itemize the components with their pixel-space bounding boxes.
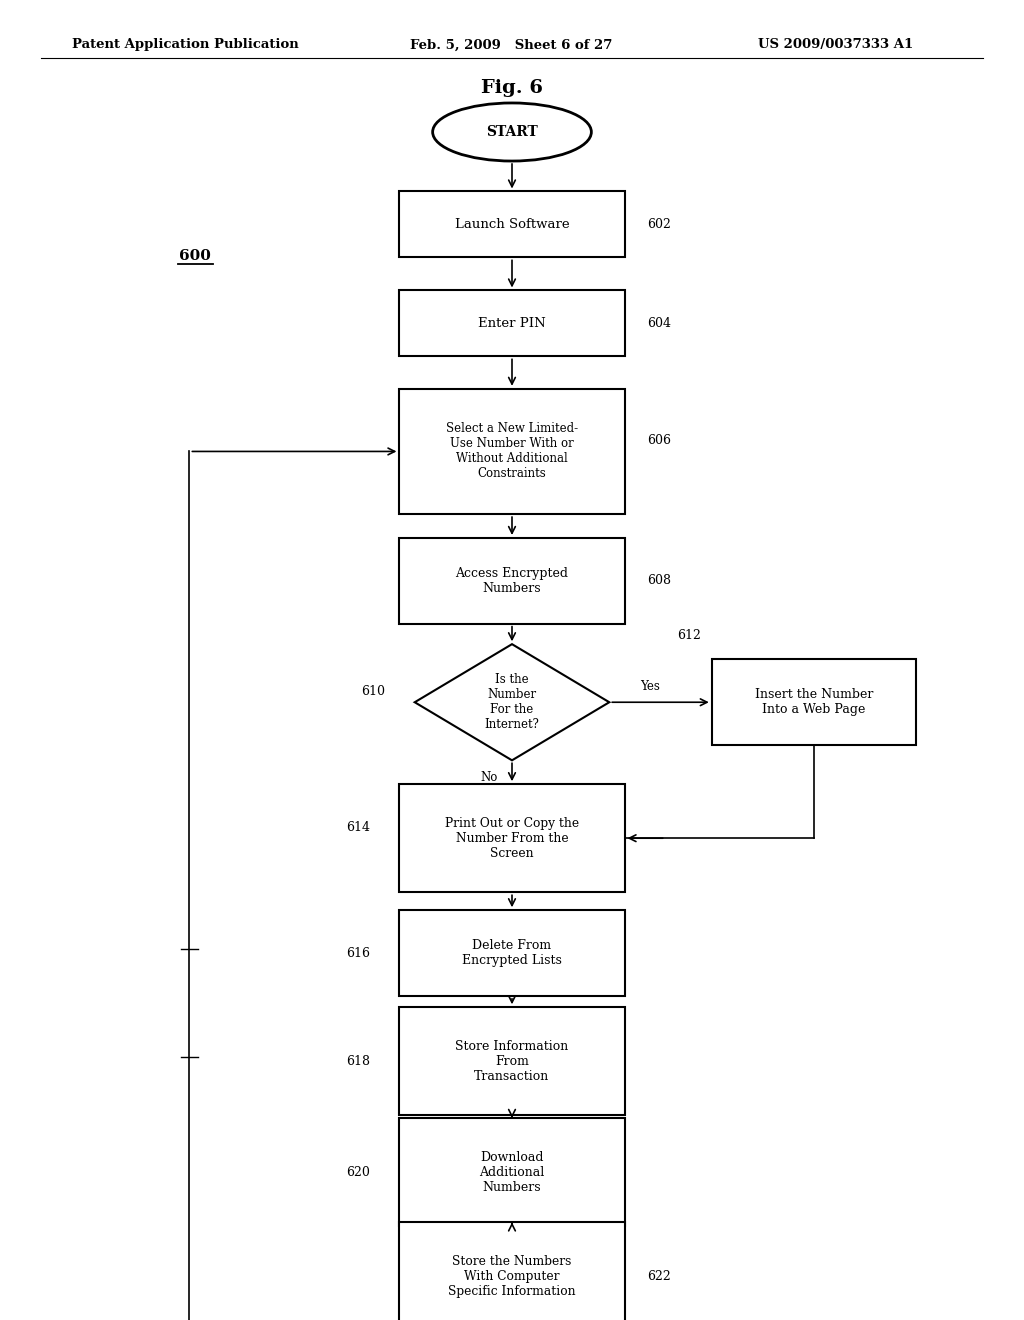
FancyBboxPatch shape bbox=[712, 660, 916, 744]
FancyBboxPatch shape bbox=[399, 784, 625, 892]
Text: 618: 618 bbox=[346, 1055, 370, 1068]
Text: Patent Application Publication: Patent Application Publication bbox=[72, 38, 298, 51]
Text: 608: 608 bbox=[647, 574, 671, 587]
Text: 612: 612 bbox=[678, 630, 701, 642]
Text: Download
Additional
Numbers: Download Additional Numbers bbox=[479, 1151, 545, 1193]
Text: 620: 620 bbox=[346, 1166, 370, 1179]
FancyBboxPatch shape bbox=[399, 290, 625, 356]
Text: Yes: Yes bbox=[640, 680, 660, 693]
FancyBboxPatch shape bbox=[399, 1118, 625, 1226]
Text: US 2009/0037333 A1: US 2009/0037333 A1 bbox=[758, 38, 913, 51]
Text: 610: 610 bbox=[361, 685, 385, 698]
Text: Select a New Limited-
Use Number With or
Without Additional
Constraints: Select a New Limited- Use Number With or… bbox=[445, 422, 579, 480]
Text: Store Information
From
Transaction: Store Information From Transaction bbox=[456, 1040, 568, 1082]
Text: Insert the Number
Into a Web Page: Insert the Number Into a Web Page bbox=[755, 688, 873, 717]
Text: Launch Software: Launch Software bbox=[455, 218, 569, 231]
Text: Feb. 5, 2009   Sheet 6 of 27: Feb. 5, 2009 Sheet 6 of 27 bbox=[410, 38, 612, 51]
Text: 606: 606 bbox=[647, 434, 671, 447]
Text: Is the
Number
For the
Internet?: Is the Number For the Internet? bbox=[484, 673, 540, 731]
FancyBboxPatch shape bbox=[399, 1007, 625, 1115]
Text: 614: 614 bbox=[346, 821, 370, 834]
FancyBboxPatch shape bbox=[399, 388, 625, 513]
FancyBboxPatch shape bbox=[399, 1222, 625, 1320]
FancyBboxPatch shape bbox=[399, 539, 625, 623]
FancyBboxPatch shape bbox=[399, 191, 625, 257]
Text: No: No bbox=[481, 771, 498, 784]
FancyBboxPatch shape bbox=[399, 911, 625, 995]
Text: 602: 602 bbox=[647, 218, 671, 231]
Text: Enter PIN: Enter PIN bbox=[478, 317, 546, 330]
Polygon shape bbox=[415, 644, 609, 760]
Text: 622: 622 bbox=[647, 1270, 671, 1283]
Text: Access Encrypted
Numbers: Access Encrypted Numbers bbox=[456, 566, 568, 595]
Ellipse shape bbox=[432, 103, 592, 161]
Text: 604: 604 bbox=[647, 317, 671, 330]
Text: Print Out or Copy the
Number From the
Screen: Print Out or Copy the Number From the Sc… bbox=[445, 817, 579, 859]
Text: Delete From
Encrypted Lists: Delete From Encrypted Lists bbox=[462, 939, 562, 968]
Text: Store the Numbers
With Computer
Specific Information: Store the Numbers With Computer Specific… bbox=[449, 1255, 575, 1298]
Text: 600: 600 bbox=[179, 249, 211, 263]
Text: START: START bbox=[486, 125, 538, 139]
Text: 616: 616 bbox=[346, 946, 370, 960]
Text: Fig. 6: Fig. 6 bbox=[481, 79, 543, 98]
